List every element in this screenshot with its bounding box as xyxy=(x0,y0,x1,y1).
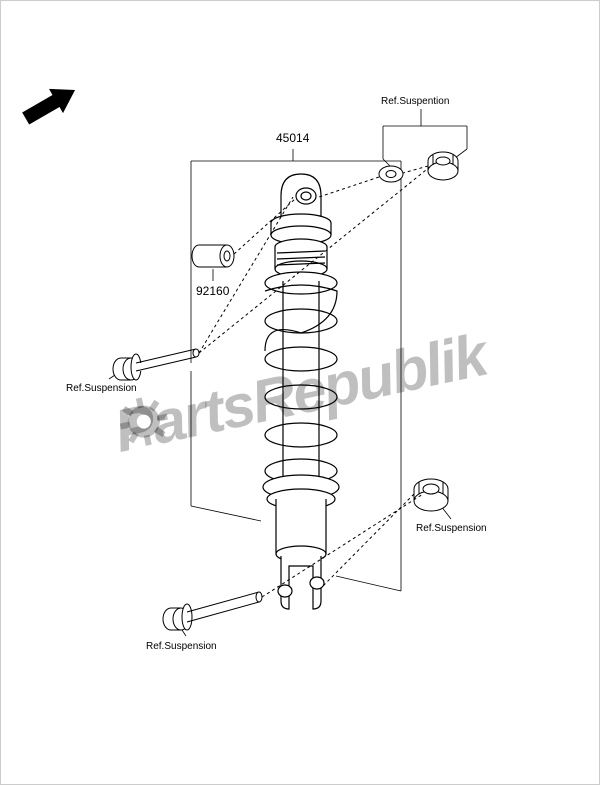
washer-top xyxy=(316,166,403,198)
label-ref-suspension-right: Ref.Suspension xyxy=(416,523,487,534)
nut-top xyxy=(403,152,458,180)
bolt-left xyxy=(113,166,431,380)
partnum-92160: 92160 xyxy=(196,284,229,298)
direction-arrow xyxy=(19,78,82,131)
label-ref-suspension-left: Ref.Suspension xyxy=(66,383,137,394)
parts-diagram-container: Ref.Suspention Ref.Suspension Ref.Suspen… xyxy=(0,0,600,785)
label-ref-suspension-bottom: Ref.Suspension xyxy=(146,641,217,652)
label-ref-suspention-top: Ref.Suspention xyxy=(381,96,449,107)
shock-absorber xyxy=(263,174,339,609)
partnum-45014: 45014 xyxy=(276,131,309,145)
